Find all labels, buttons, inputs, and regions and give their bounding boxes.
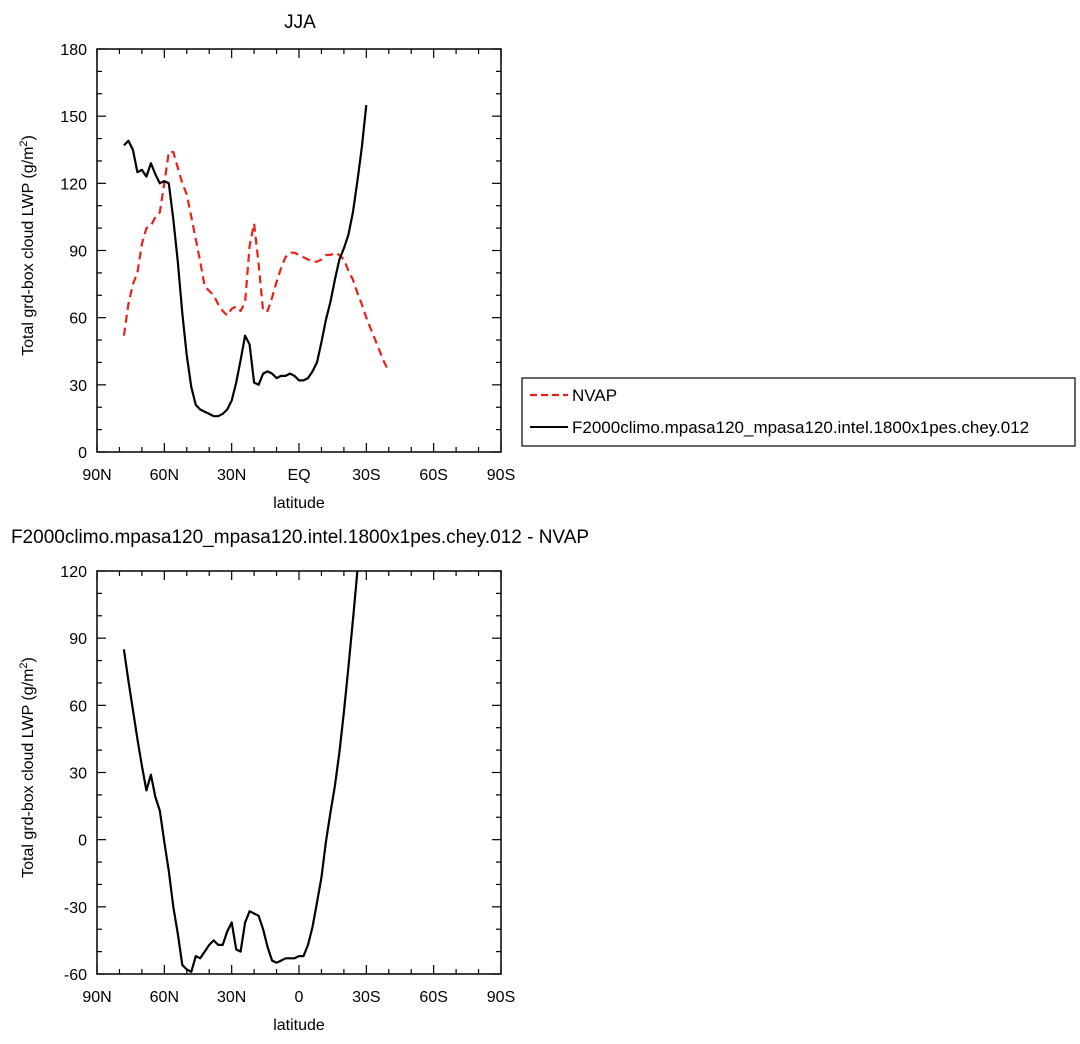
- bottom-panel-title: F2000climo.mpasa120_mpasa120.intel.1800x…: [11, 527, 589, 548]
- top-xtick-label: 90N: [82, 467, 111, 484]
- top-ytick-label: 180: [60, 42, 87, 59]
- legend-label-nvap: NVAP: [572, 386, 617, 405]
- top-yaxis-label: Total grd-box cloud LWP (g/m2): [18, 135, 37, 356]
- top-xtick-label: 30N: [217, 467, 246, 484]
- bottom-xtick-label: 90N: [82, 989, 111, 1006]
- top-xtick-label: EQ: [287, 467, 310, 484]
- legend-box: [521, 377, 1076, 447]
- top-xtick-label: 60N: [150, 467, 179, 484]
- bottom-ytick-label: 0: [78, 833, 87, 850]
- top-ytick-label: 0: [78, 445, 87, 462]
- bottom-ytick-label: -30: [64, 900, 87, 917]
- bottom-xtick-label: 30S: [352, 989, 380, 1006]
- bottom-ytick-label: 60: [69, 698, 87, 715]
- bottom-series-series-0: [122, 570, 359, 973]
- bottom-plot-frame: [96, 570, 502, 975]
- top-series-nvap: [122, 150, 390, 372]
- bottom-yaxis-label: Total grd-box cloud LWP (g/m2): [18, 657, 37, 878]
- bottom-xtick-label: 90S: [487, 989, 515, 1006]
- bottom-xtick-label: 0: [295, 989, 304, 1006]
- top-xtick-label: 30S: [352, 467, 380, 484]
- top-ytick-label: 150: [60, 109, 87, 126]
- top-xtick-label: 90S: [487, 467, 515, 484]
- top-ytick-label: 30: [69, 378, 87, 395]
- bottom-ytick-label: 30: [69, 766, 87, 783]
- bottom-ytick-label: 120: [60, 564, 87, 581]
- bottom-ytick-label: -60: [64, 967, 87, 984]
- top-xaxis-label: latitude: [273, 495, 325, 512]
- top-panel-title: JJA: [284, 12, 316, 33]
- top-series-f2000climo: [123, 104, 368, 418]
- top-panel: 0 30 60 90 120 150 180 90N 60N 30N EQ 30S 60S 90S lati…: [18, 42, 515, 512]
- bottom-xtick-label: 60N: [150, 989, 179, 1006]
- legend: NVAP F2000climo.mpasa120_mpasa120.intel.…: [521, 377, 1076, 447]
- bottom-xaxis-label: latitude: [273, 1017, 325, 1034]
- top-ytick-label: 90: [69, 244, 87, 261]
- bottom-xtick-label: 60S: [419, 989, 447, 1006]
- top-plot-frame: [96, 48, 502, 453]
- bottom-ytick-label: 90: [69, 631, 87, 648]
- top-xtick-label: 60S: [419, 467, 447, 484]
- top-ytick-label: 60: [69, 311, 87, 328]
- top-ytick-label: 120: [60, 176, 87, 193]
- bottom-xtick-label: 30N: [217, 989, 246, 1006]
- bottom-panel: -60 -30 0 30 60 90 120 90N 60N 30N 0 30S 60S 90S latit…: [18, 564, 515, 1034]
- legend-label-model: F2000climo.mpasa120_mpasa120.intel.1800x…: [572, 418, 1029, 437]
